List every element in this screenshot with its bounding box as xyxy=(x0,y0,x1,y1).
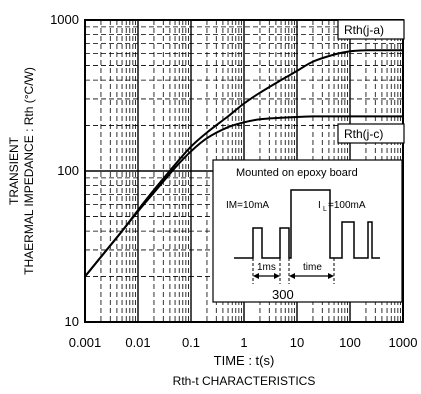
x-tick-label-0: 0.001 xyxy=(69,335,102,350)
chart-caption: Rth-t CHARACTERISTICS xyxy=(173,374,316,388)
inset-il-label: I L =100mA xyxy=(318,200,366,213)
tick-labels: 0.001 0.01 0.1 1 10 100 1000 10 100 1000 xyxy=(50,12,417,350)
x-tick-label-2: 0.1 xyxy=(182,335,200,350)
legend-rth-jc: Rth(j-c) xyxy=(337,123,405,144)
inset-il-rest: =100mA xyxy=(328,200,366,211)
legend-rth-ja-label: Rth(j-a) xyxy=(344,23,384,37)
inset-time-arrowhead-left xyxy=(289,273,295,279)
inset-1ms-arrowhead-right xyxy=(274,273,280,279)
x-tick-label-5: 100 xyxy=(339,335,361,350)
series-group xyxy=(84,49,403,278)
inset-title: Mounted on epoxy board xyxy=(236,167,358,179)
inset-pulse-waveform xyxy=(234,189,380,259)
series-line-1 xyxy=(84,115,403,278)
x-axis-title: TIME : t(s) xyxy=(214,353,275,368)
inset-il-sub: L xyxy=(323,206,327,213)
y-tick-label-2: 1000 xyxy=(50,12,79,27)
x-tick-label-6: 1000 xyxy=(389,335,418,350)
inset-time-arrowhead-right xyxy=(328,273,334,279)
x-tick-label-4: 10 xyxy=(290,335,304,350)
inset-il-prefix: I xyxy=(318,200,321,211)
y-tick-label-1: 100 xyxy=(57,163,79,178)
y-axis-title-line1: TRANSIENT xyxy=(7,136,21,205)
legend-rth-ja: Rth(j-a) xyxy=(337,19,405,40)
inset-1ms-arrowhead-left xyxy=(253,273,259,279)
x-tick-label-3: 1 xyxy=(240,335,247,350)
y-tick-label-0: 10 xyxy=(65,314,79,329)
inset-panel: Mounted on epoxy board IM=10mA I L =100m… xyxy=(212,159,403,303)
inset-time-label: time xyxy=(303,262,322,273)
legend-rth-jc-label: Rth(j-c) xyxy=(344,127,383,141)
inset-1ms-label: 1ms xyxy=(257,262,276,273)
inset-im-label: IM=10mA xyxy=(226,200,269,211)
inset-300-label: 300 xyxy=(272,287,294,302)
y-axis-title-line2: THAERMAL IMPEDANCE : Rth (°C/W) xyxy=(22,67,36,275)
x-tick-label-1: 0.01 xyxy=(125,335,150,350)
